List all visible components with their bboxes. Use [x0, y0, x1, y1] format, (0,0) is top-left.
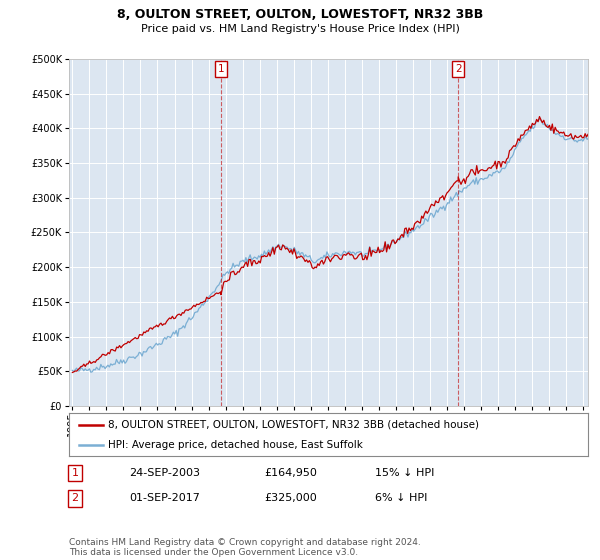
Text: 24-SEP-2003: 24-SEP-2003: [129, 468, 200, 478]
Text: £325,000: £325,000: [264, 493, 317, 503]
Text: Price paid vs. HM Land Registry's House Price Index (HPI): Price paid vs. HM Land Registry's House …: [140, 24, 460, 34]
Text: 2: 2: [71, 493, 79, 503]
Text: £164,950: £164,950: [264, 468, 317, 478]
Text: 15% ↓ HPI: 15% ↓ HPI: [375, 468, 434, 478]
Text: 8, OULTON STREET, OULTON, LOWESTOFT, NR32 3BB: 8, OULTON STREET, OULTON, LOWESTOFT, NR3…: [117, 8, 483, 21]
Text: 8, OULTON STREET, OULTON, LOWESTOFT, NR32 3BB (detached house): 8, OULTON STREET, OULTON, LOWESTOFT, NR3…: [108, 419, 479, 430]
Text: 2: 2: [455, 64, 461, 74]
Text: 01-SEP-2017: 01-SEP-2017: [129, 493, 200, 503]
Text: 6% ↓ HPI: 6% ↓ HPI: [375, 493, 427, 503]
Text: Contains HM Land Registry data © Crown copyright and database right 2024.
This d: Contains HM Land Registry data © Crown c…: [69, 538, 421, 557]
Text: HPI: Average price, detached house, East Suffolk: HPI: Average price, detached house, East…: [108, 441, 363, 450]
Text: 1: 1: [218, 64, 224, 74]
Text: 1: 1: [71, 468, 79, 478]
